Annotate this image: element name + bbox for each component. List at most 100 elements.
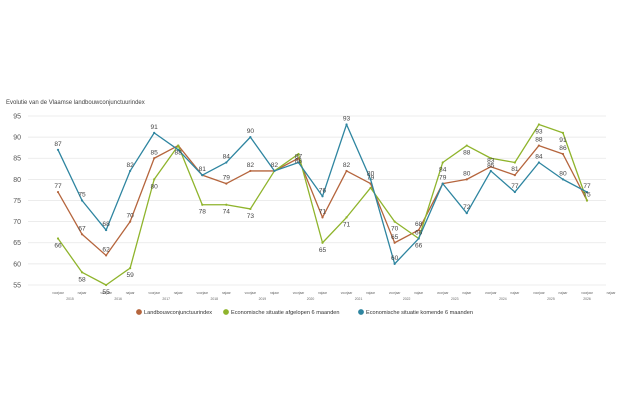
x-tick-label: voorjaar: [437, 291, 449, 295]
x-tick-label: najaar: [174, 291, 184, 295]
data-label: 62: [102, 246, 110, 253]
data-point: [345, 123, 348, 126]
x-tick-label: voorjaar: [293, 291, 305, 295]
data-label: 83: [487, 158, 495, 165]
data-point: [249, 169, 252, 173]
data-point: [249, 207, 252, 211]
data-point: [249, 136, 252, 139]
data-point: [80, 233, 84, 236]
data-label: 82: [126, 162, 134, 169]
data-point: [345, 169, 348, 173]
x-tick-label: voorjaar: [485, 291, 497, 295]
legend-entry: Landbouwconjunctuurindex: [144, 310, 212, 316]
data-label: 81: [199, 166, 207, 173]
legend-marker: [136, 309, 142, 315]
x-tick-label: najaar: [222, 291, 232, 295]
data-label: 79: [367, 175, 375, 182]
data-point: [201, 174, 204, 177]
data-label: 81: [511, 166, 519, 173]
data-point: [489, 165, 492, 168]
data-point: [369, 186, 372, 189]
data-point: [489, 157, 492, 160]
x-year-label: 2020: [307, 297, 315, 301]
x-year-label: 2026: [583, 297, 591, 301]
x-tick-label: najaar: [366, 291, 376, 295]
data-label: 70: [126, 213, 134, 220]
data-label: 65: [319, 247, 327, 254]
data-point: [225, 182, 228, 185]
x-tick-label: najaar: [462, 291, 472, 295]
y-tick-label: 90: [13, 135, 21, 142]
x-tick-label: najaar: [607, 291, 617, 295]
data-label: 85: [487, 162, 495, 169]
x-tick-label: voorjaar: [581, 291, 593, 295]
data-point: [153, 178, 156, 181]
legend-entry: Economische situatie komende 6 maanden: [366, 310, 473, 316]
data-label: 85: [151, 149, 159, 156]
y-tick-label: 95: [13, 113, 21, 120]
data-label: 76: [319, 187, 327, 194]
x-tick-label: najaar: [414, 291, 424, 295]
data-label: 88: [535, 137, 543, 144]
x-year-label: 2021: [355, 297, 363, 301]
data-point: [513, 174, 516, 177]
data-point: [393, 262, 396, 265]
data-label: 65: [391, 234, 399, 241]
y-tick-label: 85: [13, 156, 21, 163]
data-point: [441, 161, 444, 164]
data-label: 87: [54, 141, 62, 148]
legend-marker: [223, 309, 229, 315]
x-tick-label: najaar: [510, 291, 520, 295]
data-point: [465, 212, 468, 215]
data-point: [56, 148, 60, 151]
data-label: 80: [151, 183, 159, 190]
data-label: 60: [391, 255, 399, 262]
data-point: [153, 157, 156, 160]
data-label: 78: [199, 209, 207, 216]
data-label: 82: [343, 162, 351, 169]
y-tick-label: 70: [13, 219, 21, 226]
data-label: 55: [102, 289, 110, 296]
x-tick-label: voorjaar: [245, 291, 257, 295]
data-point: [465, 178, 468, 181]
data-label: 71: [343, 221, 351, 228]
x-tick-label: voorjaar: [52, 291, 64, 295]
x-tick-label: voorjaar: [341, 291, 353, 295]
y-tick-label: 60: [13, 261, 21, 268]
y-axis-ticks: 55 60 65 70 75 80 85 90 95: [13, 113, 21, 289]
y-tick-label: 55: [13, 282, 21, 289]
data-label: 68: [102, 221, 110, 228]
data-label: 68: [415, 221, 423, 228]
data-point: [273, 169, 276, 173]
x-year-label: 2019: [259, 297, 267, 301]
data-point: [129, 169, 132, 173]
data-label: 73: [247, 213, 255, 220]
data-label: 58: [78, 276, 86, 283]
x-tick-label: voorjaar: [148, 291, 160, 295]
data-label: 80: [559, 170, 567, 177]
data-point: [104, 228, 108, 232]
data-point: [537, 161, 541, 164]
gridlines: [28, 115, 606, 286]
data-point: [201, 203, 204, 206]
data-label: 79: [439, 175, 447, 182]
data-point: [321, 241, 324, 244]
data-label: 84: [223, 153, 231, 160]
data-point: [177, 144, 180, 147]
data-label: 88: [463, 150, 471, 157]
legend: Landbouwconjunctuurindex Economische situ…: [136, 309, 473, 316]
data-label: 70: [391, 226, 399, 233]
data-point: [561, 178, 565, 181]
data-labels: 7767627085817982718279656879808381888675…: [54, 115, 591, 296]
data-label: 77: [583, 183, 591, 190]
x-tick-label: najaar: [78, 291, 88, 295]
data-point: [441, 182, 444, 185]
data-point: [297, 152, 300, 156]
x-year-label: 2024: [499, 297, 507, 301]
data-label: 93: [535, 128, 543, 135]
data-point: [513, 161, 516, 164]
data-label: 59: [126, 272, 134, 279]
data-point: [129, 220, 132, 223]
data-point: [465, 144, 468, 147]
data-point: [56, 190, 60, 194]
